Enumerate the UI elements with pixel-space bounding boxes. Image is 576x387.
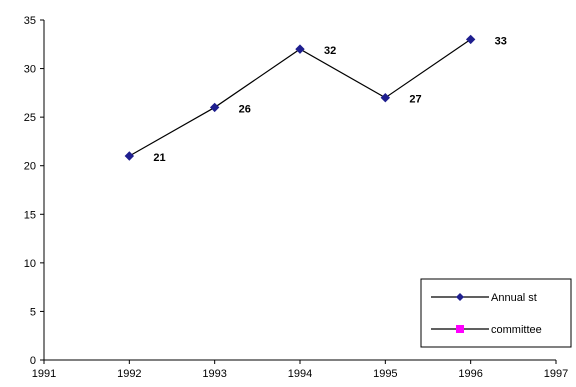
legend-label: committee [491, 324, 542, 336]
legend-label: Annual st [491, 292, 537, 304]
y-tick-label: 15 [24, 209, 36, 221]
x-tick-label: 1996 [458, 368, 482, 380]
data-label: 26 [239, 103, 251, 115]
y-tick-label: 0 [30, 355, 36, 367]
data-point [465, 34, 476, 45]
y-tick-label: 10 [24, 258, 36, 270]
legend-marker [456, 293, 464, 301]
x-tick-label: 1991 [32, 368, 56, 380]
x-tick-label: 1993 [202, 368, 226, 380]
data-label: 33 [495, 35, 507, 47]
data-label: 27 [409, 94, 421, 106]
y-tick-label: 30 [24, 64, 36, 76]
legend: Annual st committee [420, 278, 572, 348]
x-tick-label: 1992 [117, 368, 141, 380]
data-label: 32 [324, 45, 336, 57]
y-axis-ticks: 0 5 10 15 20 25 30 35 [24, 15, 44, 367]
y-tick-label: 5 [30, 306, 36, 318]
series-layer: 21 26 32 27 33 [124, 34, 507, 164]
y-tick-label: 35 [24, 15, 36, 27]
x-axis-ticks: 1991 1992 1993 1994 1995 1996 1997 [32, 360, 568, 380]
data-point [295, 44, 305, 54]
data-point [124, 151, 135, 161]
y-tick-label: 25 [24, 112, 36, 124]
data-point [209, 102, 220, 113]
legend-box [420, 278, 572, 348]
y-tick-label: 20 [24, 161, 36, 173]
x-tick-label: 1995 [373, 368, 397, 380]
data-label: 21 [153, 152, 165, 164]
x-tick-label: 1994 [288, 368, 312, 380]
legend-marker [456, 325, 464, 333]
data-point [380, 93, 391, 103]
x-tick-label: 1997 [544, 368, 568, 380]
